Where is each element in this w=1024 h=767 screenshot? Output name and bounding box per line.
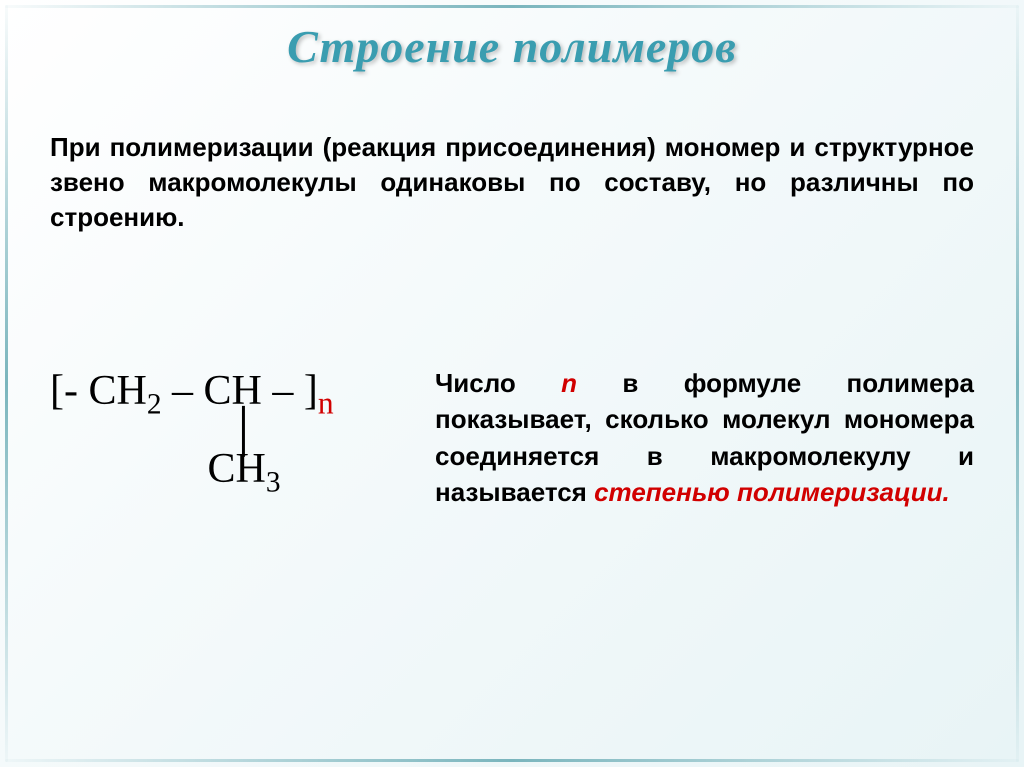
- formula-row-3: CH3: [50, 448, 334, 490]
- intro-paragraph: При полимеризации (реакция присоединения…: [50, 130, 974, 235]
- formula-ch3-prefix: CH: [50, 446, 266, 492]
- desc-term: степенью полимеризации.: [594, 477, 950, 507]
- formula-sub3: 3: [266, 466, 281, 498]
- frame-border-top: [5, 5, 1019, 8]
- formula-n: n: [318, 385, 334, 420]
- description-paragraph: Число n в формуле полимера показывает, с…: [435, 365, 974, 511]
- desc-n-variable: n: [561, 368, 577, 398]
- frame-border-bottom: [5, 759, 1019, 762]
- frame-border-left: [5, 5, 8, 762]
- chemical-formula: [- CH2 – CH – ]n │ CH3: [50, 370, 334, 490]
- slide-title: Строение полимеров: [0, 20, 1024, 73]
- desc-part-1a: Число: [435, 368, 561, 398]
- frame-border-right: [1016, 5, 1019, 762]
- formula-row-1: [- CH2 – CH – ]n: [50, 370, 334, 412]
